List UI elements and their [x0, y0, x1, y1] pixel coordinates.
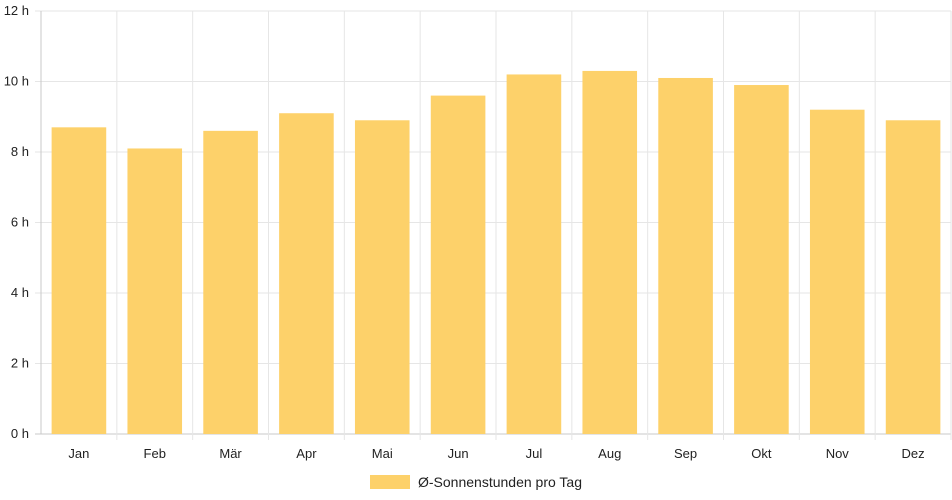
- y-tick-label: 0 h: [11, 426, 29, 441]
- bar-nov[interactable]: [809, 109, 865, 434]
- x-axis: Jan Feb Mär Apr Mai Jun Jul Aug Sep Okt Nov Dez: [68, 446, 924, 461]
- bar-jun[interactable]: [430, 95, 486, 434]
- bar-feb[interactable]: [127, 148, 183, 434]
- bar-sep[interactable]: [658, 77, 713, 434]
- bar-aug[interactable]: [582, 70, 638, 435]
- legend-label[interactable]: Ø-Sonnenstunden pro Tag: [418, 474, 582, 490]
- x-tick-label: Mai: [372, 446, 393, 461]
- y-tick-label: 8 h: [11, 144, 29, 159]
- x-tick-label: Mär: [219, 446, 242, 461]
- x-tick-label: Okt: [751, 446, 772, 461]
- x-tick-label: Dez: [902, 446, 925, 461]
- y-tick-label: 12 h: [4, 3, 29, 18]
- legend-swatch[interactable]: [370, 475, 410, 489]
- y-tick-label: 10 h: [4, 74, 29, 89]
- y-axis: 0 h 2 h 4 h 6 h 8 h 10 h 12 h: [4, 3, 29, 441]
- bar-mai[interactable]: [354, 120, 410, 435]
- bar-jan[interactable]: [51, 127, 107, 434]
- x-tick-label: Jul: [526, 446, 543, 461]
- x-tick-label: Aug: [598, 446, 621, 461]
- bar-mär[interactable]: [203, 130, 258, 434]
- x-tick-label: Sep: [674, 446, 697, 461]
- grid-lines: [35, 10, 952, 440]
- bar-jul[interactable]: [506, 74, 562, 434]
- bar-okt[interactable]: [734, 85, 789, 435]
- x-tick-label: Nov: [826, 446, 850, 461]
- x-tick-label: Apr: [296, 446, 317, 461]
- y-tick-label: 4 h: [11, 285, 29, 300]
- y-tick-label: 6 h: [11, 215, 29, 230]
- bars: [51, 70, 941, 435]
- bar-apr[interactable]: [279, 113, 334, 434]
- legend[interactable]: Ø-Sonnenstunden pro Tag: [370, 474, 582, 490]
- x-tick-label: Jan: [68, 446, 89, 461]
- x-tick-label: Jun: [448, 446, 469, 461]
- bar-dez[interactable]: [885, 120, 941, 435]
- x-tick-label: Feb: [144, 446, 166, 461]
- y-tick-label: 2 h: [11, 356, 29, 371]
